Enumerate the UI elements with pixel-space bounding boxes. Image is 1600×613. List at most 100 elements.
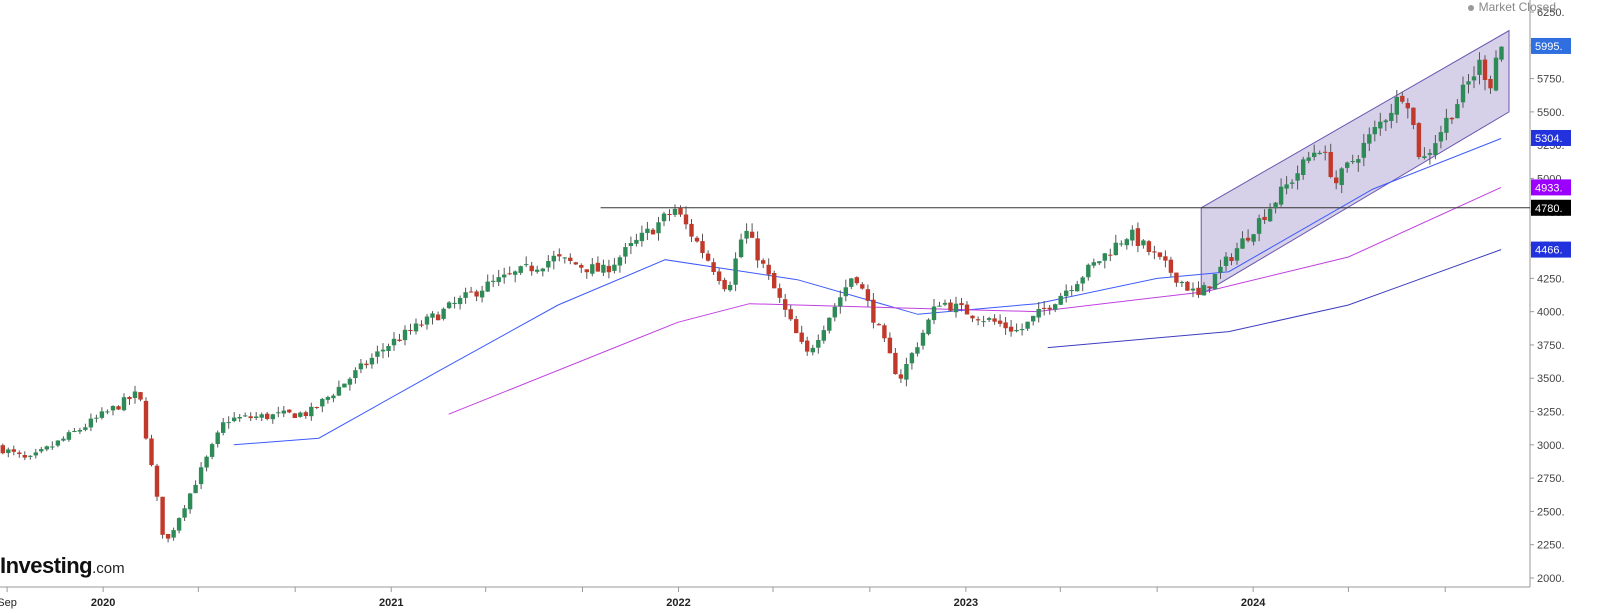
candle-body: [1488, 79, 1493, 89]
candle-body: [1372, 127, 1377, 135]
candle-body: [143, 400, 149, 439]
candle-body: [66, 432, 72, 440]
candle-body: [226, 422, 231, 424]
y-tick-label: 3500.: [1537, 373, 1565, 385]
candle-body: [1339, 168, 1344, 185]
candle-body: [1466, 81, 1471, 85]
candle-body: [17, 452, 22, 454]
price-badge-label: 4933.: [1535, 182, 1563, 194]
candle-body: [1394, 97, 1399, 115]
candle-body: [1086, 264, 1091, 278]
candlesticks: [0, 46, 1504, 543]
candle-body: [259, 414, 264, 418]
candle-body: [1306, 157, 1311, 161]
candle-body: [1240, 238, 1245, 249]
candle-body: [28, 455, 33, 457]
candle-body: [1405, 103, 1410, 109]
candle-body: [843, 287, 848, 297]
candle-body: [705, 253, 711, 261]
brand-name: Investing: [0, 553, 93, 578]
candle-body: [1157, 252, 1163, 257]
candle-body: [369, 357, 375, 365]
candle-body: [738, 239, 744, 258]
y-tick-label: 2750.: [1537, 473, 1565, 485]
candle-body: [898, 374, 904, 379]
candle-body: [154, 465, 160, 497]
candle-body: [127, 397, 132, 400]
candle-body: [882, 325, 887, 339]
candle-body: [529, 265, 534, 272]
candle-body: [1168, 259, 1174, 273]
candle-body: [457, 298, 463, 305]
candle-body: [491, 280, 496, 282]
candle-body: [650, 229, 656, 235]
candle-body: [1317, 152, 1322, 155]
candle-body: [1438, 132, 1444, 142]
candle-body: [1256, 218, 1262, 234]
candle-body: [0, 445, 6, 454]
candle-body: [656, 222, 661, 234]
candle-body: [584, 269, 589, 273]
candle-body: [61, 438, 66, 441]
candle-body: [1471, 76, 1477, 81]
candle-body: [1356, 159, 1361, 163]
candle-body: [254, 416, 259, 418]
price-badge-label: 4466.: [1535, 245, 1563, 257]
candle-body: [623, 247, 628, 257]
candle-body: [849, 278, 854, 287]
candle-body: [496, 277, 501, 283]
candle-body: [617, 257, 623, 266]
candle-body: [639, 232, 645, 242]
candle-body: [507, 273, 512, 275]
candle-body: [733, 258, 738, 285]
candle-body: [689, 223, 694, 237]
candle-body: [243, 415, 248, 417]
candle-body: [1223, 256, 1229, 266]
candle-body: [1400, 95, 1405, 102]
candle-body: [132, 391, 138, 398]
candle-body: [502, 274, 507, 278]
candle-body: [1416, 123, 1422, 157]
candle-body: [1229, 257, 1234, 261]
candle-body: [964, 304, 970, 315]
candle-body: [1345, 162, 1350, 168]
candle-body: [435, 314, 441, 321]
y-axis: 6250.6000.5750.5500.5250.5000.4750.4500.…: [1530, 7, 1565, 585]
candle-body: [479, 290, 485, 298]
y-tick-label: 6250.: [1537, 7, 1565, 19]
candle-body: [942, 302, 948, 305]
candle-body: [336, 386, 342, 396]
candle-body: [799, 332, 804, 342]
candle-body: [937, 305, 942, 307]
moving-average-line-3: [1047, 249, 1502, 349]
candle-body: [1064, 290, 1069, 297]
candle-body: [1389, 112, 1394, 121]
candle-body: [1163, 256, 1168, 261]
candle-body: [408, 330, 413, 331]
price-badge: [1531, 179, 1571, 196]
candle-body: [1042, 307, 1047, 309]
candle-body: [1019, 329, 1025, 331]
candle-body: [711, 262, 716, 272]
candle-body: [33, 452, 38, 456]
channel-fill: [1200, 29, 1510, 296]
candle-body: [1075, 284, 1080, 292]
y-tick-label: 2500.: [1537, 506, 1565, 518]
candle-body: [468, 291, 474, 293]
candle-body: [386, 346, 391, 351]
x-tick-label: 2022: [666, 597, 690, 609]
candle-body: [524, 264, 529, 266]
candle-body: [1378, 121, 1383, 129]
candle-body: [1135, 228, 1141, 246]
y-tick-label: 3750.: [1537, 340, 1565, 352]
candle-body: [149, 438, 154, 466]
y-tick-label: 4000.: [1537, 307, 1565, 319]
candle-body: [1212, 274, 1218, 290]
candle-body: [871, 299, 876, 323]
y-tick-label: 3250.: [1537, 407, 1565, 419]
candle-body: [568, 257, 573, 261]
candle-body: [50, 446, 55, 448]
x-tick-label: 2021: [379, 597, 403, 609]
candle-body: [1124, 239, 1129, 246]
candle-body: [772, 273, 777, 289]
